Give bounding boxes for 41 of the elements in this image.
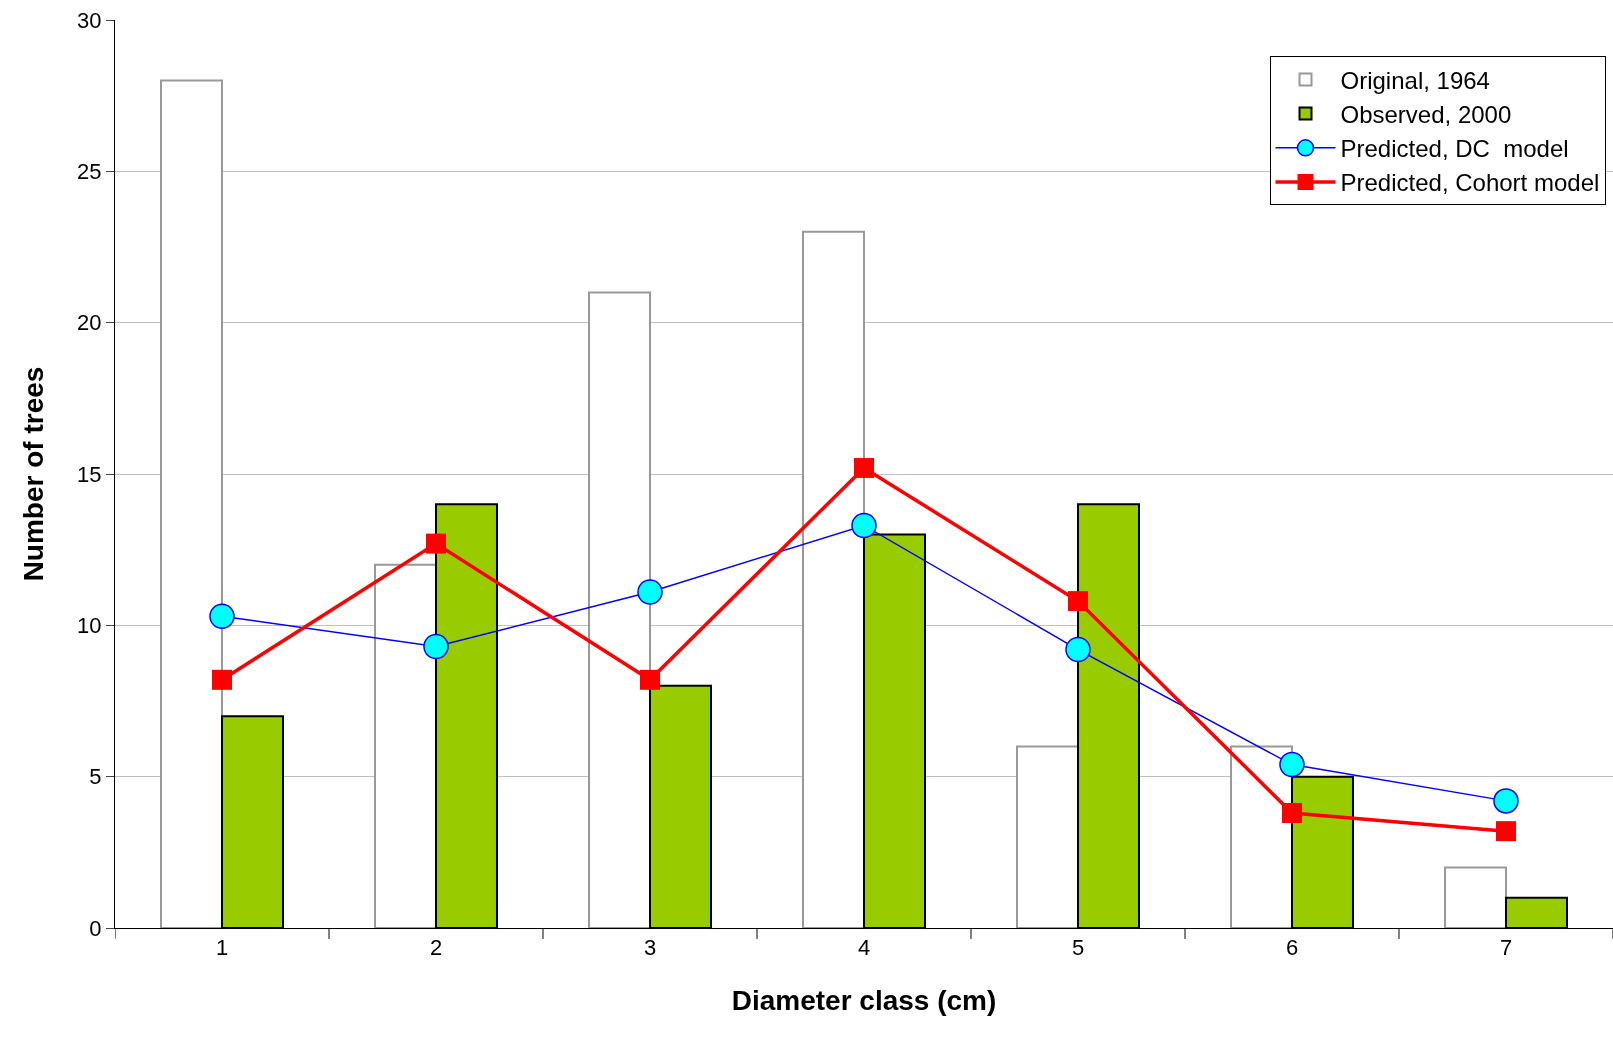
point (423, 633, 449, 660)
legend-label: Predicted, Cohort model (1340, 169, 1600, 197)
y-axis-title: Number of trees (17, 366, 49, 582)
y-tick-label: 15 (77, 461, 102, 487)
point (426, 533, 446, 554)
y-tick-label: 0 (89, 915, 102, 941)
x-axis-title: Diameter class (cm) (731, 984, 997, 1016)
point (1068, 591, 1088, 612)
y-tick-label: 25 (77, 159, 102, 185)
bar (160, 79, 223, 928)
bar (1230, 745, 1293, 928)
point (1493, 788, 1519, 814)
point (851, 512, 877, 539)
legend-label: Original, 1964 (1340, 66, 1490, 94)
point (1282, 802, 1302, 823)
point (1065, 636, 1091, 663)
x-tick-label: 6 (1285, 935, 1299, 961)
point (212, 669, 232, 690)
bar (588, 291, 651, 928)
x-tick-label: 5 (1071, 935, 1085, 961)
legend-label: Predicted, DC model (1340, 135, 1569, 163)
bar (1444, 866, 1507, 928)
bar (1016, 745, 1079, 928)
x-tick-label: 2 (429, 935, 443, 961)
x-tick-label: 1 (215, 935, 229, 961)
x-tick-label: 7 (1499, 935, 1513, 961)
bar (802, 230, 865, 928)
y-tick-label: 30 (77, 7, 102, 33)
point (1496, 821, 1516, 842)
y-tick-label: 20 (77, 310, 102, 336)
point (637, 579, 663, 605)
point (640, 669, 660, 690)
point (854, 457, 874, 478)
point (209, 603, 235, 629)
y-tick-label: 5 (89, 764, 102, 790)
legend-label: Observed, 2000 (1340, 100, 1512, 128)
x-tick-label: 3 (643, 935, 657, 961)
x-tick-label: 4 (857, 935, 871, 961)
bar (374, 563, 437, 928)
point (1279, 751, 1305, 778)
y-tick-label: 10 (77, 613, 102, 639)
